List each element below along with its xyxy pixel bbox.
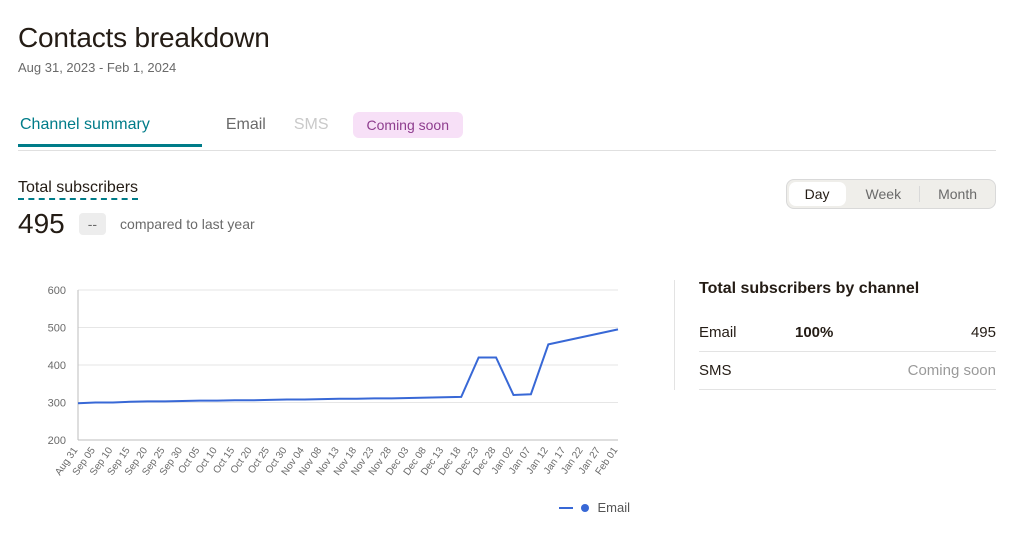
svg-text:300: 300 <box>48 398 66 410</box>
channel-pct: 100% <box>795 324 971 341</box>
page-title: Contacts breakdown <box>18 0 996 54</box>
channel-breakdown-panel: Total subscribers by channel Email 100% … <box>674 280 996 390</box>
tab-email[interactable]: Email <box>224 107 292 146</box>
channel-value: 495 <box>971 324 996 341</box>
tab-coming-soon-wrap: Coming soon <box>355 103 490 150</box>
metric-delta: -- <box>79 213 106 235</box>
toggle-day[interactable]: Day <box>789 182 846 206</box>
channel-coming-soon: Coming soon <box>795 362 996 379</box>
total-subscribers-metric: Total subscribers 495 -- compared to las… <box>18 179 255 240</box>
legend-line <box>559 507 573 509</box>
tab-channel-summary[interactable]: Channel summary <box>18 107 224 146</box>
subscribers-chart: 200300400500600Aug 31Sep 05Sep 10Sep 15S… <box>18 280 630 515</box>
metric-label[interactable]: Total subscribers <box>18 179 138 200</box>
svg-text:500: 500 <box>48 323 66 335</box>
channel-row-sms: SMS Coming soon <box>699 352 996 390</box>
tab-sms: SMS <box>292 107 355 146</box>
metric-value: 495 <box>18 208 65 240</box>
time-range-toggle: Day Week Month <box>786 179 996 209</box>
channel-label: Email <box>699 324 795 341</box>
svg-text:400: 400 <box>48 360 66 372</box>
channel-label: SMS <box>699 362 795 379</box>
panel-title: Total subscribers by channel <box>699 280 996 298</box>
tabs: Channel summary Email SMS Coming soon <box>18 103 996 151</box>
toggle-week[interactable]: Week <box>848 180 920 208</box>
svg-text:600: 600 <box>48 285 66 297</box>
toggle-month[interactable]: Month <box>920 180 995 208</box>
legend-marker <box>581 504 589 512</box>
metric-compare-text: compared to last year <box>120 216 255 232</box>
coming-soon-pill: Coming soon <box>353 112 464 138</box>
legend-label: Email <box>597 500 630 515</box>
line-chart-svg: 200300400500600Aug 31Sep 05Sep 10Sep 15S… <box>18 280 630 490</box>
chart-legend: Email <box>18 500 630 515</box>
channel-row-email: Email 100% 495 <box>699 314 996 352</box>
date-range: Aug 31, 2023 - Feb 1, 2024 <box>18 60 996 75</box>
svg-text:200: 200 <box>48 435 66 447</box>
